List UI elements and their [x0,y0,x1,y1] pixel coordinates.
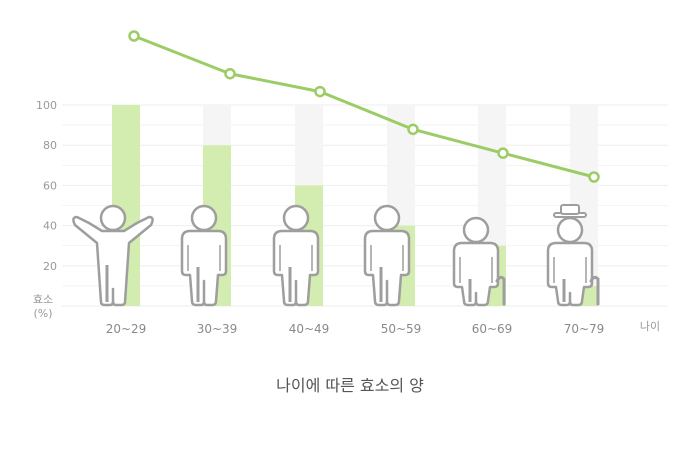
person-body [72,215,154,307]
person-body [272,229,320,307]
person-head [556,216,584,244]
person-figure-elderly-with-hat-and-cane [546,204,600,307]
trend-point [497,147,509,159]
x-tick-label: 60~69 [472,322,513,336]
cane-icon [589,275,600,306]
person-figures [72,204,600,307]
y-tick-label: 80 [43,139,57,152]
x-tick-label: 50~59 [381,322,422,336]
person-body [452,241,500,307]
y-axis-label-line2: (%) [33,307,52,320]
y-axis-label: 효소 (%) [33,293,53,320]
person-figure-standing [363,204,411,307]
y-tick-label: 40 [43,220,57,233]
cane-icon [495,275,506,306]
person-figure-elderly-with-cane [452,216,506,307]
x-tick-label: 40~49 [289,322,330,336]
x-tick-label: 30~39 [197,322,238,336]
x-tick-label: 70~79 [564,322,605,336]
x-tick-label: 20~29 [106,322,147,336]
person-head [190,204,218,232]
trend-line-path [133,34,595,179]
trend-point [588,171,600,183]
y-tick-label: 60 [43,179,57,192]
trend-point [314,85,326,98]
x-axis-categories: 20~29 30~39 40~49 50~59 60~69 70~79 [106,322,605,336]
trend-line [128,30,600,183]
person-figure-arms-raised [72,204,154,307]
trend-point [407,123,419,136]
person-head [462,216,490,244]
gridlines [62,104,668,307]
chart-caption: 나이에 따른 효소의 양 [276,376,424,395]
y-tick-label: 20 [43,260,57,273]
y-axis-ticks: 20 40 60 80 100 [36,99,57,273]
y-axis-label-line1: 효소 [33,293,53,306]
x-axis-label: 나이 [640,320,660,333]
trend-point [224,67,236,80]
person-figure-standing [180,204,228,307]
person-body [180,229,228,307]
chart: 20 40 60 80 100 효소 (%) 20~29 30~39 40~49 50~59 6… [33,30,668,336]
person-head [373,204,401,232]
person-body [546,241,594,307]
person-body [363,229,411,307]
trend-point [128,30,140,42]
person-head [282,204,310,232]
hat-crown [560,204,580,215]
person-figure-standing [272,204,320,307]
y-tick-label: 100 [36,99,57,112]
person-head [99,204,127,232]
